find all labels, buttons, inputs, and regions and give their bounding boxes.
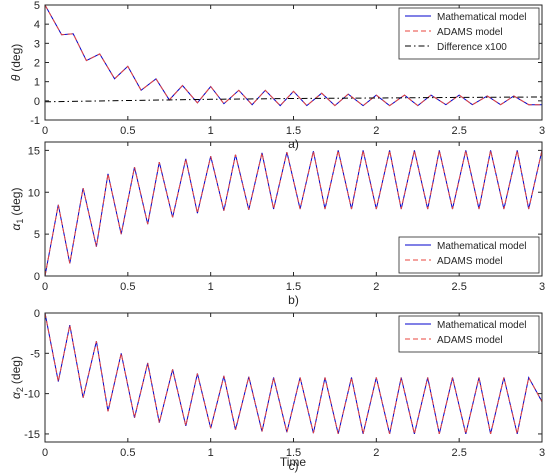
y-tick-label: 3 <box>34 38 40 50</box>
series-line-2 <box>45 5 542 107</box>
legend-label: ADAMS model <box>437 27 503 38</box>
panel-3: 0 0.5 1 1.5 2 2.5 3-15-10-50α2(deg)c)Mathemati… <box>9 308 545 473</box>
y-tick-label: -1 <box>30 115 40 127</box>
y-axis-symbol: α <box>9 391 23 399</box>
series-line-1 <box>45 150 542 276</box>
x-tick-label: 3 <box>539 125 545 137</box>
x-tick-label: 2.5 <box>452 447 467 459</box>
y-tick-label: 4 <box>34 19 40 31</box>
legend-box <box>398 315 540 353</box>
y-axis-subscript: 2 <box>15 387 25 392</box>
x-tick-label: 2 <box>373 125 379 137</box>
x-tick-label: 3 <box>539 281 545 293</box>
y-tick-label: 10 <box>28 187 40 199</box>
y-tick-label: -5 <box>30 348 40 360</box>
legend-label: Mathematical model <box>437 241 526 252</box>
y-axis-unit: (deg) <box>9 188 23 216</box>
y-axis-symbol: θ <box>9 74 23 81</box>
x-tick-label: 0 <box>42 447 48 459</box>
y-axis-unit: (deg) <box>9 356 23 384</box>
y-tick-label: 5 <box>34 0 40 12</box>
x-tick-label: 1.5 <box>286 281 301 293</box>
y-tick-label: -15 <box>24 429 40 441</box>
legend: Mathematical model ADAMS model <box>398 236 540 274</box>
y-tick-label: 5 <box>34 229 40 241</box>
x-tick-label: 1.5 <box>286 125 301 137</box>
x-tick-label: 2 <box>373 447 379 459</box>
series-line-2 <box>45 313 542 435</box>
x-tick-label: 0.5 <box>120 125 135 137</box>
y-tick-label: 0 <box>34 96 40 108</box>
panel-2: 0 0.5 1 1.5 2 2.5 3051015α1(deg)b)Mathematical… <box>9 141 545 307</box>
y-axis-subscript: 1 <box>15 219 25 224</box>
y-tick-label: 15 <box>28 145 40 157</box>
y-tick-label: 0 <box>34 271 40 283</box>
x-tick-label: 1 <box>208 447 214 459</box>
series-line-3 <box>45 96 542 103</box>
y-tick-label: -10 <box>24 389 40 401</box>
panel-tag: b) <box>288 293 299 307</box>
x-tick-label: 1 <box>208 281 214 293</box>
x-tick-label: 0 <box>42 281 48 293</box>
x-tick-label: 0.5 <box>120 447 135 459</box>
y-axis-unit: (deg) <box>9 44 23 72</box>
y-axis-label: θ (deg) <box>9 44 23 82</box>
y-tick-label: 1 <box>34 77 40 89</box>
x-tick-label: 0.5 <box>120 281 135 293</box>
legend-label: Difference x100 <box>437 42 507 53</box>
legend-label: Mathematical model <box>437 12 526 23</box>
y-tick-label: 0 <box>34 308 40 320</box>
x-axis-title: Time <box>280 455 307 469</box>
x-tick-label: 2.5 <box>452 125 467 137</box>
x-tick-label: 2 <box>373 281 379 293</box>
legend: Mathematical model ADAMS model Difference … <box>398 7 540 60</box>
legend: Mathematical model ADAMS model <box>398 315 540 353</box>
legend-label: ADAMS model <box>437 335 503 346</box>
y-tick-label: 2 <box>34 58 40 70</box>
x-tick-label: 1.5 <box>286 447 301 459</box>
x-tick-label: 0 <box>42 125 48 137</box>
legend-box <box>398 236 540 274</box>
x-tick-label: 3 <box>539 447 545 459</box>
y-axis-label: α2 (deg) <box>9 356 25 399</box>
y-axis-label: α1 (deg) <box>9 188 25 231</box>
legend-label: Mathematical model <box>437 320 526 331</box>
panel-1: 0 0.5 1 1.5 2 2.5 3-1012345θ(deg)a)Mathematica… <box>9 0 545 151</box>
legend-label: ADAMS model <box>437 256 503 267</box>
x-tick-label: 1 <box>208 125 214 137</box>
y-axis-symbol: α <box>9 222 23 230</box>
x-tick-label: 2.5 <box>452 281 467 293</box>
panel-tag: c) <box>289 459 299 473</box>
